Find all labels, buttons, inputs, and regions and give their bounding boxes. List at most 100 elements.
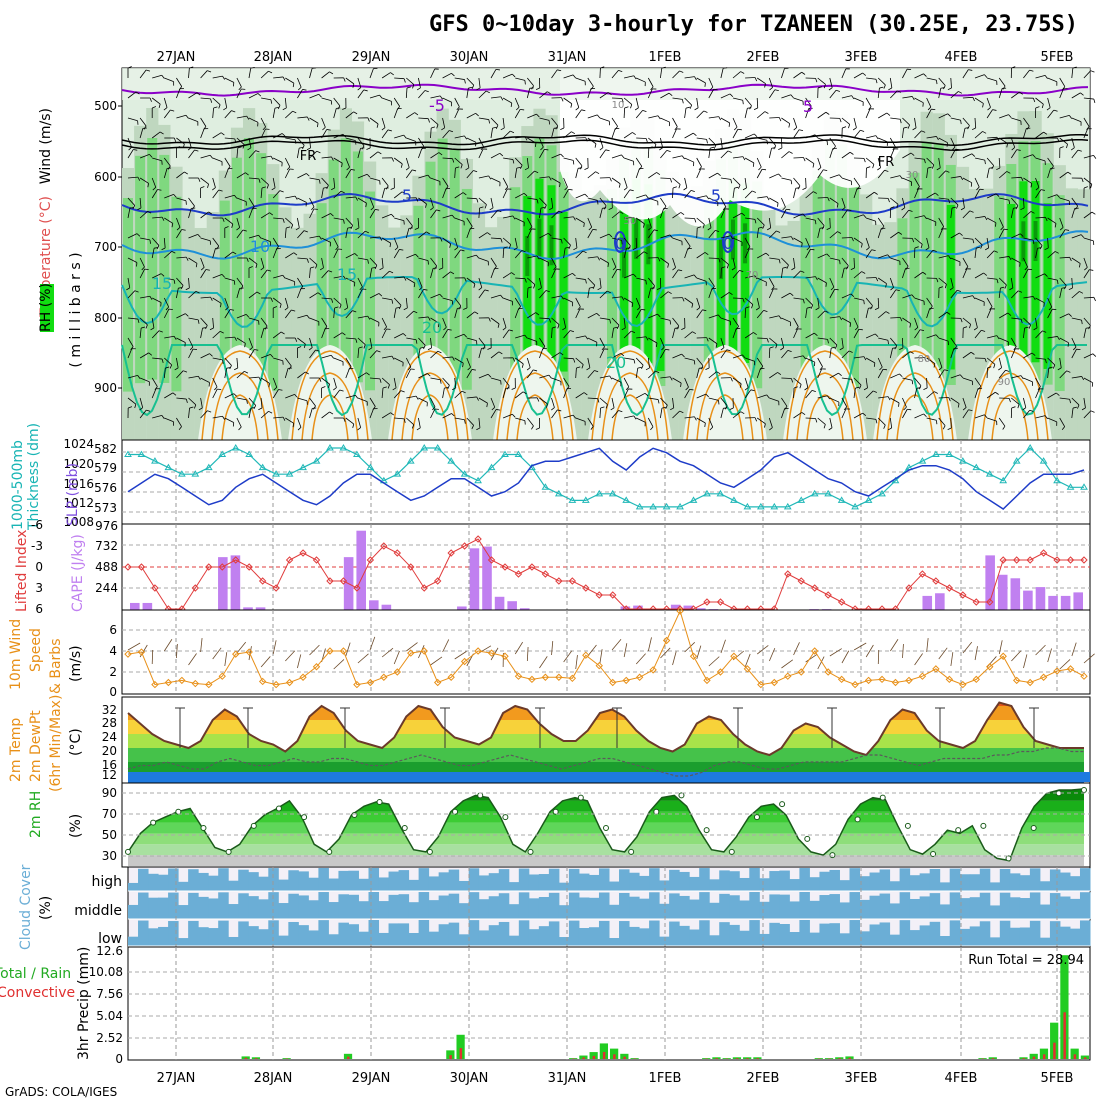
wind-barb	[200, 211, 209, 219]
wind-barb	[793, 129, 800, 139]
wind-barb-feather	[810, 248, 815, 251]
footer-credit: GrADS: COLA/IGES	[5, 1085, 117, 1099]
wind-barb	[284, 309, 292, 319]
wind-barb	[841, 397, 848, 407]
wind-barb-feather	[924, 159, 926, 164]
thickness-point	[581, 496, 590, 503]
wind-barb	[962, 128, 966, 139]
wind-barb-feather	[205, 269, 210, 271]
wind10-speed-point	[703, 676, 711, 685]
wind-barb-feather	[637, 366, 642, 369]
cloud-bar	[348, 870, 359, 891]
wind-barb-feather	[150, 327, 155, 331]
wind-barb-feather	[458, 305, 462, 310]
wind-barb	[974, 317, 978, 328]
wind-barb-feather	[218, 104, 221, 109]
wind10-speed-point	[1080, 672, 1088, 680]
wind-barb	[151, 377, 158, 387]
wind10-speed-point	[1053, 667, 1061, 675]
rh2m-unit: (%)	[68, 814, 84, 838]
wind-barb	[405, 228, 410, 239]
wind-barb-feather	[694, 416, 697, 421]
wind-barb	[575, 97, 580, 108]
wind10-barb	[865, 644, 874, 658]
precip-total-bar	[835, 1057, 844, 1059]
wind10-barb	[599, 649, 603, 664]
precip-total-bar	[824, 1058, 834, 1059]
wind-barb-feather	[1011, 406, 1016, 409]
wind-barb	[163, 368, 166, 379]
wind-barb	[1071, 197, 1079, 207]
wind-barb	[345, 277, 355, 283]
cape-bar	[683, 605, 694, 610]
wind10-barb	[660, 647, 671, 659]
wind-barb-feather	[379, 378, 382, 383]
wind-barb-feather	[149, 296, 153, 300]
wind-barb-feather	[224, 226, 229, 229]
wind-barb-feather	[292, 423, 295, 428]
wind-barb-feather	[365, 203, 367, 208]
wind10-barb	[744, 653, 751, 668]
cloud-bar	[548, 892, 560, 919]
cloud-bar	[649, 920, 660, 946]
wind-barb	[248, 150, 256, 159]
wind-barb	[1071, 397, 1080, 406]
wind-barb	[950, 289, 958, 299]
top-date-label: 4FEB	[945, 50, 978, 65]
thickness-point	[326, 444, 334, 451]
wind-barb-feather	[1090, 70, 1095, 73]
wind-barb-feather	[744, 387, 749, 391]
wind-barb	[309, 257, 318, 265]
cloud-bar	[428, 900, 440, 919]
warm-contour	[686, 350, 764, 441]
wind-barb	[551, 117, 559, 127]
wind-barb-feather	[706, 337, 709, 342]
wind-barb	[502, 97, 512, 104]
wind-barb	[151, 177, 157, 188]
wind-barb	[418, 316, 429, 319]
wind-barb-feather	[609, 375, 613, 380]
wind-barb-feather	[258, 407, 263, 411]
wind-barb	[478, 90, 487, 99]
contour-label: 5	[402, 186, 412, 205]
wind-barb-feather	[165, 306, 169, 311]
wind-barb-feather	[1008, 200, 1011, 205]
cloud-bar	[919, 873, 931, 891]
wind-barb-feather	[852, 127, 857, 131]
wind-barb	[587, 312, 597, 319]
wind-barb	[381, 117, 386, 128]
wind-barb-feather	[996, 279, 999, 284]
wind-barb	[841, 408, 847, 419]
wind-barb	[1023, 128, 1027, 139]
wind-barb-feather	[621, 240, 623, 245]
wind-barb-feather	[689, 388, 694, 391]
wind-barb-feather	[158, 330, 163, 333]
wind-barb	[865, 377, 868, 388]
wind-barb	[974, 297, 985, 303]
cape-bar	[1010, 578, 1021, 610]
warm-contour	[706, 394, 744, 441]
lifted-index-point	[393, 549, 402, 557]
cloud-bar	[919, 896, 931, 919]
wind-barb	[163, 97, 168, 108]
wind-barb	[672, 328, 676, 339]
wind-barb	[781, 268, 784, 279]
wind10-speed-point	[757, 680, 765, 689]
wind-barb	[406, 337, 417, 341]
wind-barb-feather	[238, 426, 242, 431]
rh-band-70	[256, 153, 267, 383]
wind-barb-feather	[471, 85, 475, 89]
top-date-label: 31JAN	[548, 50, 587, 65]
cloud-bar	[128, 882, 139, 891]
thickness-point	[716, 489, 725, 497]
wind-barb	[369, 268, 373, 279]
wind-barb	[321, 117, 326, 128]
wind-barb	[720, 150, 729, 159]
wind-barb-feather	[270, 155, 274, 160]
wind-barb	[1047, 77, 1058, 83]
thickness-point	[1080, 483, 1088, 490]
precip-total-bar	[1050, 1022, 1059, 1059]
wind-barb-feather	[460, 249, 465, 252]
wind-barb	[853, 214, 864, 219]
wind10-barb	[623, 643, 628, 658]
